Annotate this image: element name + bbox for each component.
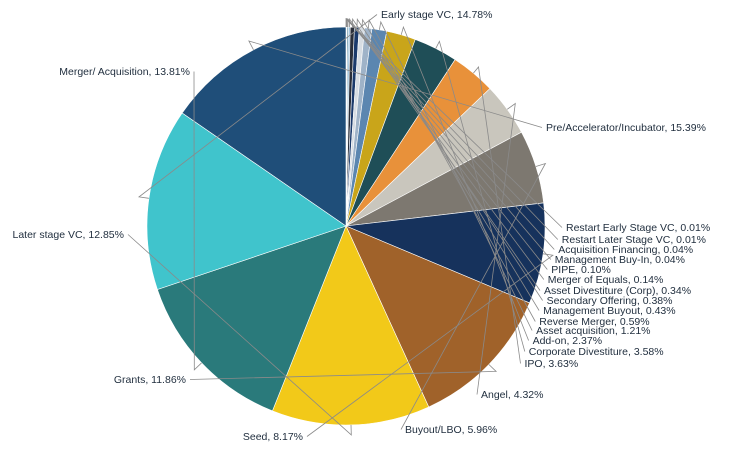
leader-line-ipo bbox=[473, 66, 521, 364]
leader-line-early-stage-vc bbox=[137, 14, 378, 199]
slice-label-angel: Angel, 4.32% bbox=[481, 389, 543, 401]
leader-line-management-buyout bbox=[361, 18, 540, 311]
leader-line-buyout-lbo bbox=[400, 162, 547, 430]
slice-label-ipo: IPO, 3.63% bbox=[525, 358, 579, 370]
slice-labels: Restart Early Stage VC, 0.01%Restart Lat… bbox=[13, 9, 711, 443]
slice-label-add-on: Add-on, 2.37% bbox=[533, 335, 602, 347]
slice-label-pipe: PIPE, 0.10% bbox=[551, 264, 611, 276]
leader-line-pipe bbox=[347, 17, 548, 270]
slice-label-later-stage-vc: Later stage VC, 12.85% bbox=[13, 229, 125, 241]
leader-line-acquisition-financing bbox=[346, 17, 555, 250]
slice-label-management-buyout: Management Buyout, 0.43% bbox=[543, 305, 676, 317]
pie-slices bbox=[146, 26, 546, 426]
slice-label-grants: Grants, 11.86% bbox=[114, 374, 186, 386]
pie-slice-pre-accelerator-incubator bbox=[181, 26, 347, 227]
slice-label-restart-later-stage-vc: Restart Later Stage VC, 0.01% bbox=[562, 234, 706, 246]
slice-label-acquisition-financing: Acquisition Financing, 0.04% bbox=[558, 244, 693, 256]
pie-slice-grants bbox=[345, 225, 530, 408]
slice-label-seed: Seed, 8.17% bbox=[243, 431, 303, 443]
slice-label-reverse-merger: Reverse Merger, 0.59% bbox=[539, 316, 649, 328]
leader-line-asset-acquisition bbox=[379, 20, 533, 331]
leader-line-later-stage-vc bbox=[127, 234, 352, 436]
slice-label-merger-of-equals: Merger of Equals, 0.14% bbox=[548, 274, 664, 286]
slice-label-early-stage-vc: Early stage VC, 14.78% bbox=[381, 9, 492, 21]
leader-line-pre-accelerator-incubator bbox=[248, 40, 543, 128]
leader-line-asset-divestiture-corp bbox=[352, 17, 541, 291]
slice-label-secondary-offering: Secondary Offering, 0.38% bbox=[547, 295, 673, 307]
slice-label-asset-acquisition: Asset acquisition, 1.21% bbox=[536, 325, 650, 337]
pie-slice-early-stage-vc bbox=[146, 112, 347, 290]
slice-label-restart-early-stage-vc: Restart Early Stage VC, 0.01% bbox=[566, 222, 710, 234]
leader-line-grants bbox=[189, 364, 498, 380]
slice-label-corporate-divestiture: Corporate Divestiture, 3.58% bbox=[529, 346, 664, 358]
leader-line-management-buy-in bbox=[346, 17, 552, 260]
leader-line-merger-acquisition bbox=[193, 71, 202, 371]
slice-label-management-buy-in: Management Buy-In, 0.04% bbox=[555, 254, 685, 266]
pie-slice-merger-acquisition bbox=[157, 225, 347, 412]
slice-label-merger-acquisition: Merger/ Acquisition, 13.81% bbox=[59, 66, 190, 78]
leader-line-secondary-offering bbox=[356, 18, 543, 301]
label-leader-lines bbox=[127, 14, 563, 437]
leader-line-merger-of-equals bbox=[349, 17, 545, 280]
slice-label-buyout-lbo: Buyout/LBO, 5.96% bbox=[405, 424, 497, 436]
leader-line-add-on bbox=[400, 25, 529, 341]
pie-slice-seed bbox=[344, 202, 546, 304]
leader-line-angel bbox=[476, 102, 516, 395]
slice-label-pre-accelerator-incubator: Pre/Accelerator/Incubator, 15.39% bbox=[546, 122, 706, 134]
slice-label-asset-divestiture-corp: Asset Divestiture (Corp), 0.34% bbox=[544, 285, 691, 297]
leader-line-seed bbox=[306, 253, 554, 437]
